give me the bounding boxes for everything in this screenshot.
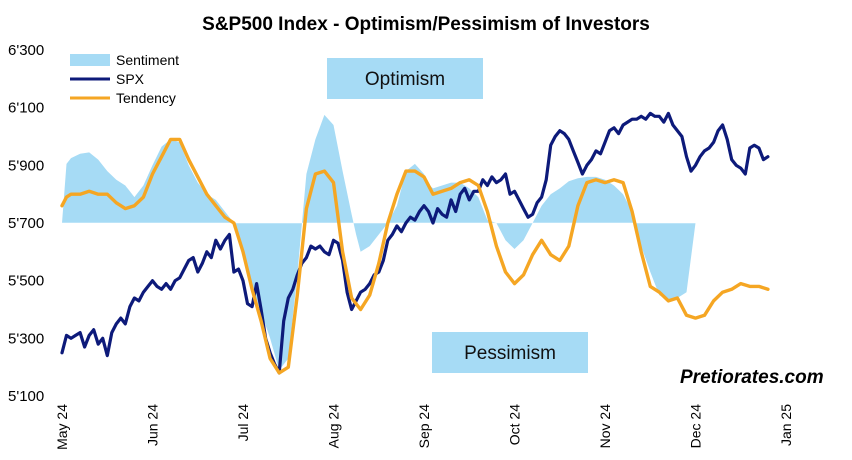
plot-area [60, 111, 770, 375]
series-spx-line [60, 111, 770, 375]
legend: Sentiment SPX Tendency [70, 52, 179, 106]
legend-label-sentiment: Sentiment [116, 52, 179, 68]
y-tick-label: 6'300 [8, 42, 44, 59]
pessimism-box: Pessimism [432, 332, 588, 373]
x-tick-label: Nov 24 [597, 404, 613, 449]
legend-label-spx: SPX [116, 71, 145, 87]
brand-watermark: Pretiorates.com [680, 367, 824, 388]
x-tick-label: Jul 24 [235, 404, 251, 442]
chart-title: S&P500 Index - Optimism/Pessimism of Inv… [202, 14, 650, 35]
series-tendency-line [60, 137, 770, 375]
y-tick-label: 6'100 [8, 100, 44, 117]
x-tick-label: Jun 24 [145, 404, 161, 446]
legend-label-tendency: Tendency [116, 90, 176, 106]
x-tick-label: Dec 24 [688, 404, 704, 449]
y-tick-label: 5'100 [8, 388, 44, 405]
optimism-box: Optimism [327, 58, 483, 99]
x-tick-label: Oct 24 [507, 404, 523, 445]
y-tick-label: 5'900 [8, 157, 44, 174]
x-tick-label: May 24 [54, 404, 70, 450]
y-tick-label: 5'500 [8, 273, 44, 290]
pessimism-label: Pessimism [464, 343, 556, 364]
legend-swatch-sentiment [70, 54, 110, 66]
x-tick-label: Aug 24 [326, 404, 342, 449]
optimism-label: Optimism [365, 69, 445, 90]
y-tick-label: 5'300 [8, 330, 44, 347]
x-tick-label: Sep 24 [416, 404, 432, 449]
y-tick-label: 5'700 [8, 215, 44, 232]
x-tick-label: Jan 25 [778, 404, 794, 446]
series-sentiment-area [62, 114, 768, 371]
